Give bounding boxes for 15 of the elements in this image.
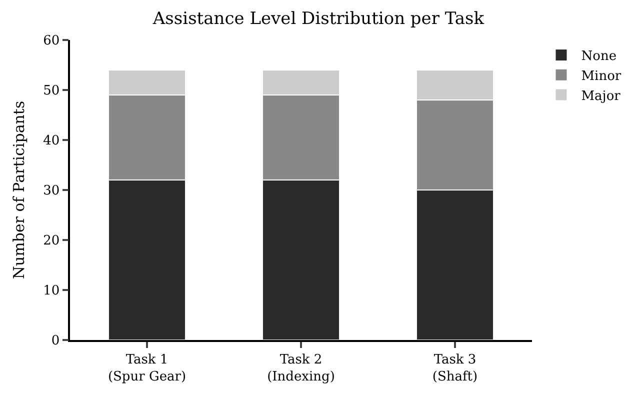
legend-label: None [581,49,617,64]
y-tick-label: 30 [43,184,60,199]
y-tick-label: 20 [43,234,60,249]
y-tick-label: 0 [51,334,60,349]
y-tick-label: 50 [43,84,60,99]
y-axis-title: Number of Participants [10,100,28,280]
y-tick-label: 60 [43,34,60,49]
y-tick-label: 10 [43,284,60,299]
y-tick-label: 40 [43,134,60,149]
x-tick-label: Task 2 (Indexing) [267,352,335,384]
legend-label: Minor [581,68,622,84]
legend-label: Major [581,88,622,104]
x-tick-label: Task 1 (Spur Gear) [108,352,186,384]
x-tick-label: Task 3 (Shaft) [432,352,478,384]
chart-title: Assistance Level Distribution per Task [152,8,485,29]
